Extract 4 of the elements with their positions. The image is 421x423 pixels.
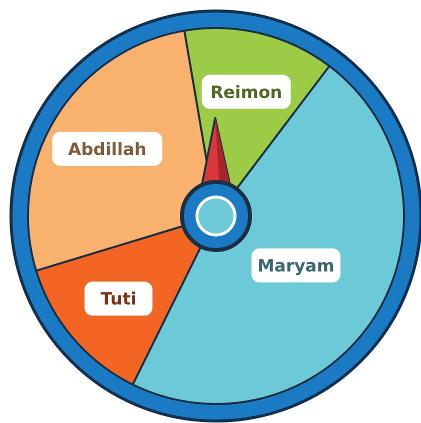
- slice-label: Reimon: [210, 82, 282, 103]
- slice-label: Maryam: [257, 256, 334, 276]
- slice-label: Tuti: [100, 290, 136, 310]
- slice-label: Abdillah: [68, 140, 147, 160]
